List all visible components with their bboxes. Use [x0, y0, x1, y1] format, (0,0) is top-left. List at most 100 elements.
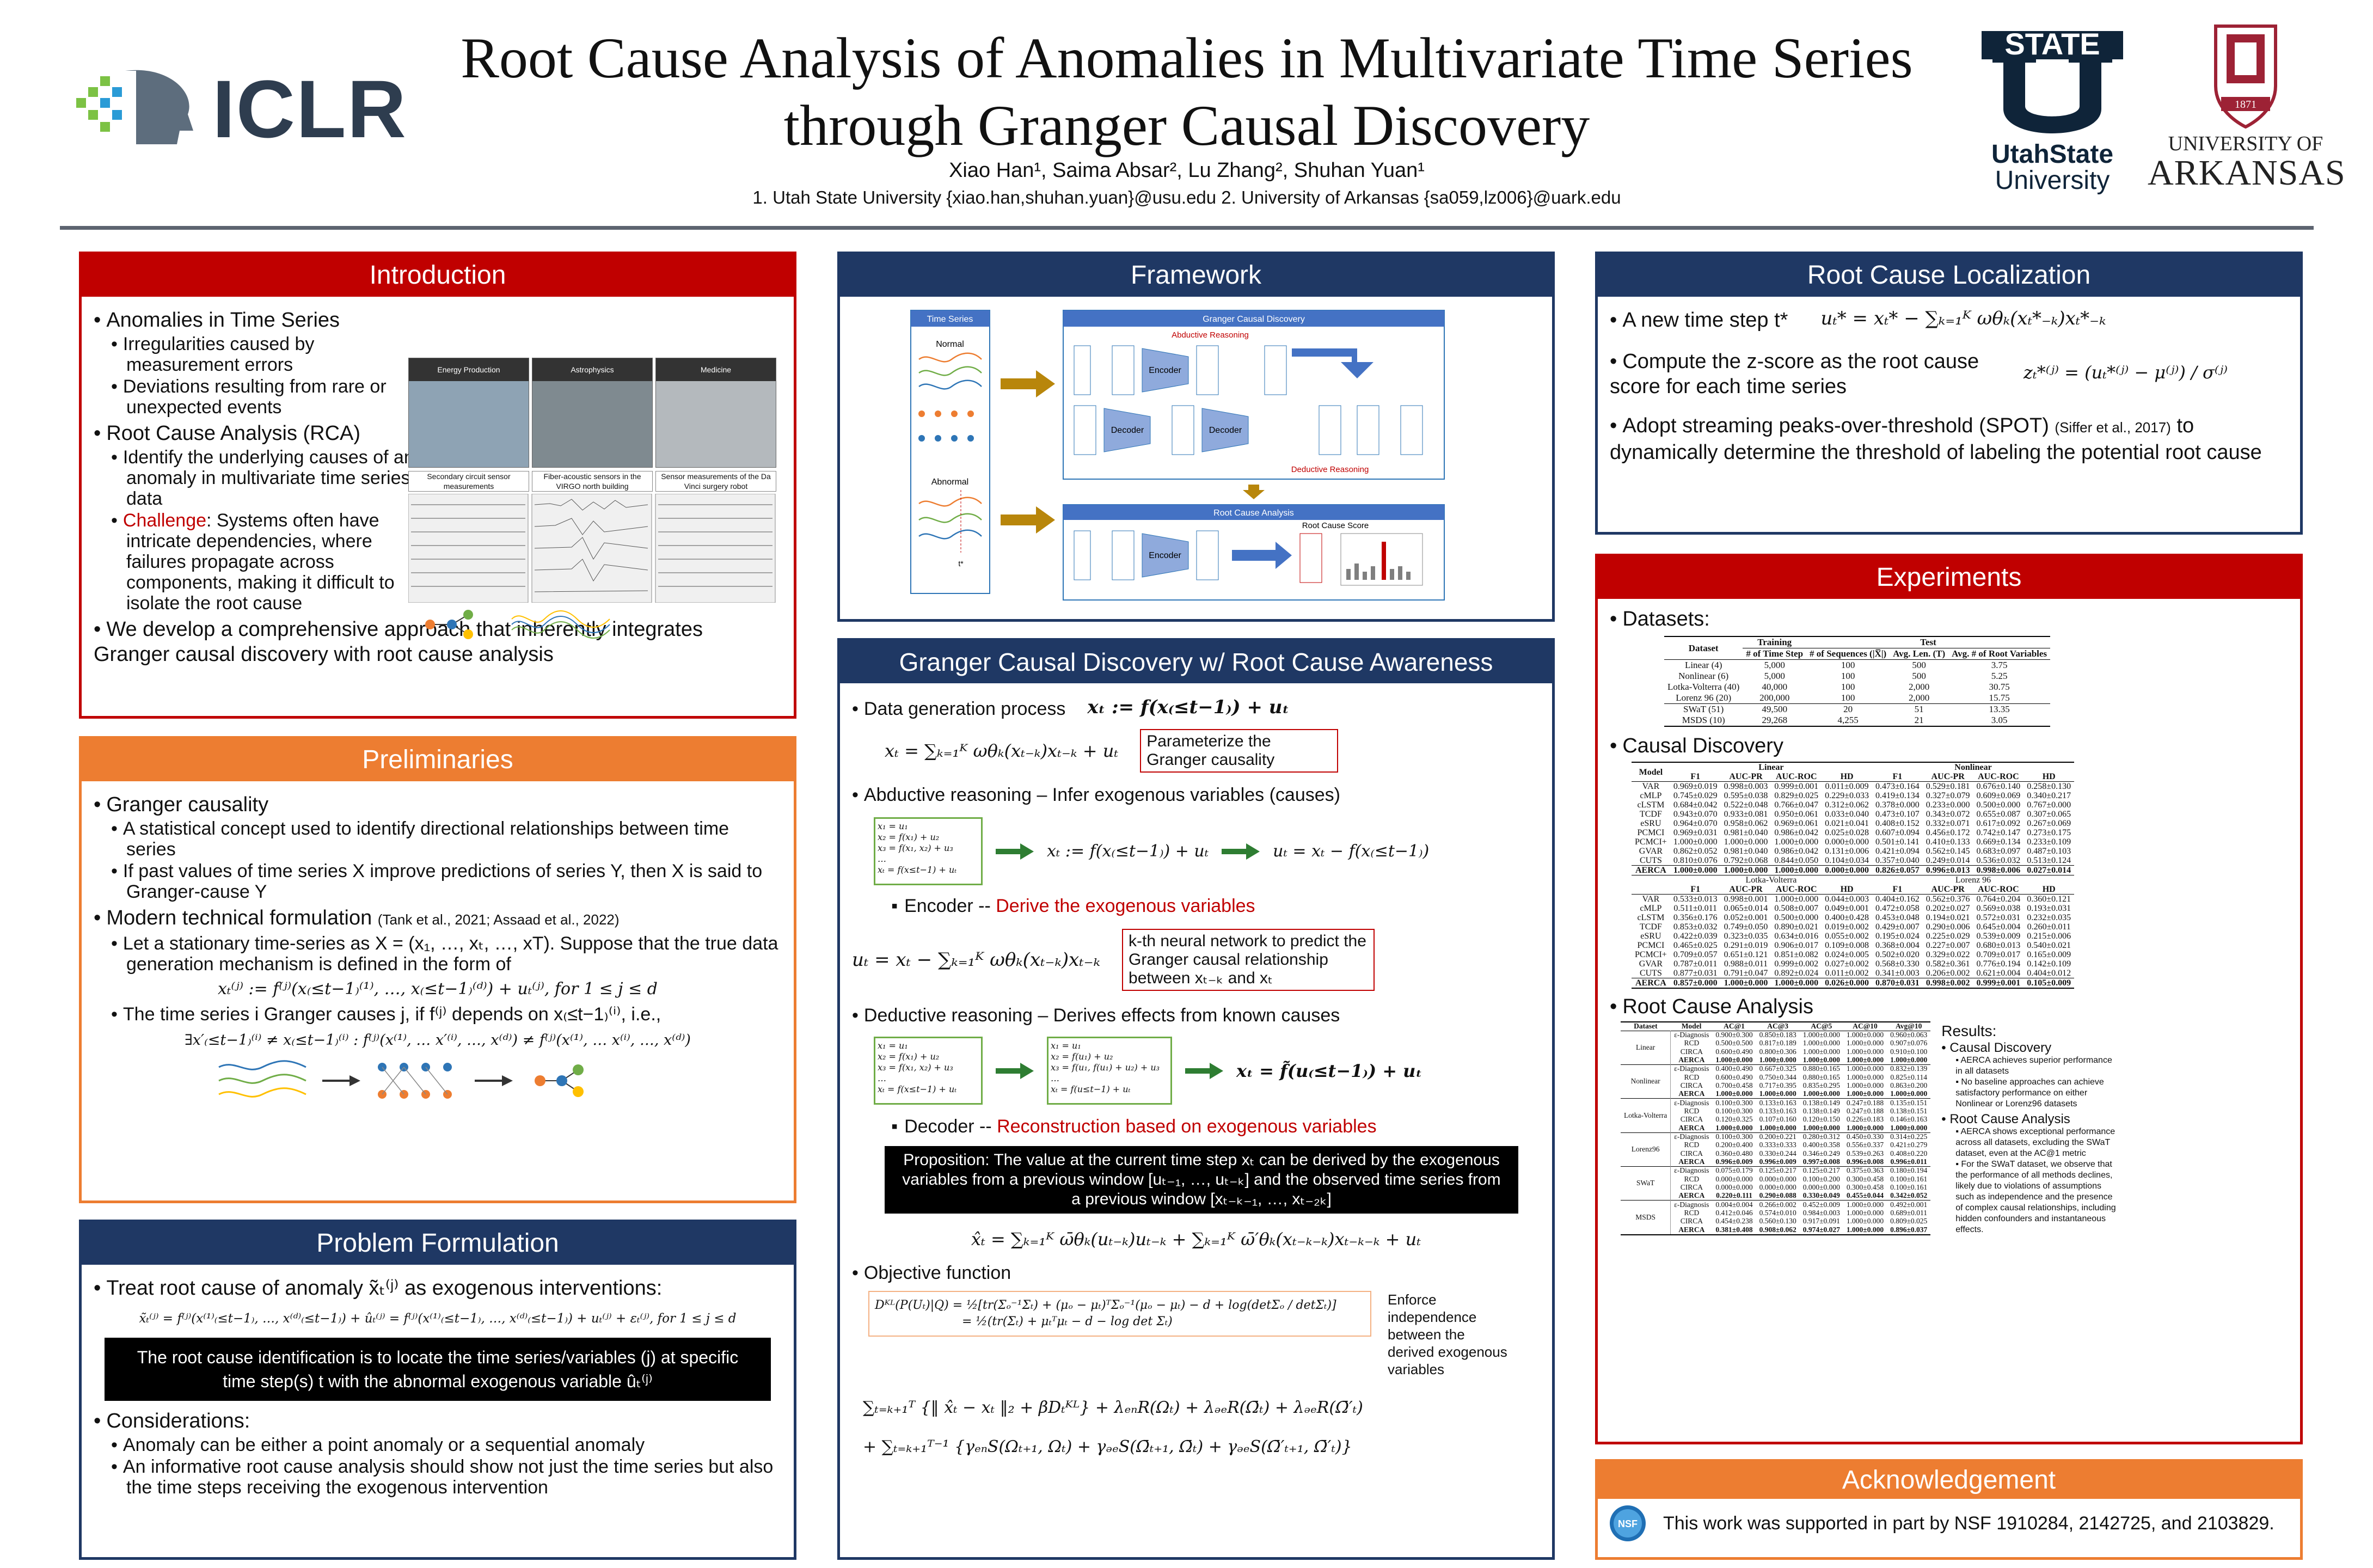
cd-cell: eSRU — [1640, 819, 1661, 828]
framework-title: Framework — [840, 254, 1552, 297]
rca-cell: AERCA — [1678, 1157, 1705, 1166]
cd-cell: 0.969±0.061 — [1774, 819, 1819, 828]
nsf-logo-icon: NSF — [1610, 1505, 1646, 1541]
fw-rca-label: Root Cause Analysis — [1213, 509, 1294, 518]
cd-cell: 0.981±0.040 — [1724, 847, 1768, 856]
rca-cell: 0.000±0.000 — [1759, 1174, 1796, 1183]
rca-row: CIRCA 0.000±0.000 0.000±0.000 0.000±0.000 0.… — [1621, 1183, 1930, 1192]
cd-cell: 0.776±0.194 — [1976, 959, 2021, 969]
ds-row: Nonlinear (6) 5,000 100 500 5.25 — [1664, 671, 2050, 682]
rcl-panel: Root Cause Localization A new time step … — [1595, 252, 2303, 535]
ds-col-header: Avg. Len. (T) — [1893, 648, 1946, 659]
rcl-b3-b: to dynamically determine the threshold o… — [1610, 414, 2262, 464]
cd-cell: TCDF — [1639, 810, 1662, 819]
rca-cell: 0.996±0.009 — [1715, 1157, 1753, 1166]
ds-cell: 40,000 — [1762, 682, 1788, 692]
rca-row: CIRCA 0.120±0.325 0.107±0.160 0.120±0.150 0.… — [1621, 1115, 1930, 1124]
cd-cell: 0.969±0.031 — [1673, 828, 1718, 837]
ds-cell: Linear (4) — [1684, 660, 1722, 670]
ds-cell: 15.75 — [1989, 693, 2010, 703]
rca-cell: 0.333±0.333 — [1759, 1141, 1796, 1149]
cd-cell: 0.323±0.035 — [1724, 932, 1768, 941]
cd-cell: 0.764±0.204 — [1976, 895, 2021, 904]
cd-cell: 0.877±0.031 — [1673, 969, 1718, 978]
cd-cell: 0.410±0.133 — [1926, 837, 1970, 847]
rca-cell: 1.000±0.000 — [1802, 1055, 1840, 1064]
rca-cell: 1.000±0.000 — [1846, 1200, 1884, 1209]
rca-cell: 0.500±0.500 — [1715, 1039, 1753, 1048]
rca-cell: 0.800±0.306 — [1759, 1047, 1796, 1056]
rca-cell: 0.133±0.163 — [1759, 1098, 1796, 1107]
cd-cell: 0.810±0.076 — [1673, 856, 1718, 865]
rca-table: Dataset Model AC@1 AC@3 AC@5 AC@10 Avg@10 Line… — [1621, 1021, 1931, 1235]
rcl-bullet-1: A new time step t* — [1610, 308, 1788, 333]
cd-col-header: AUC-PR — [1931, 885, 1965, 894]
fw-decoder-label-1: Decoder — [1111, 426, 1144, 435]
iclr-logo: ICLR — [65, 65, 446, 152]
rca-cell: 0.996±0.009 — [1759, 1157, 1796, 1166]
rca-cell: 0.832±0.139 — [1890, 1064, 1928, 1073]
cd-cell: 0.011±0.002 — [1825, 969, 1869, 978]
sensor-signal-plots — [408, 494, 776, 603]
datasets-table: Dataset Training Test # of Time Step # of S… — [1664, 636, 2051, 727]
cd-cell: 0.024±0.005 — [1825, 950, 1869, 959]
cd-th-model: Model — [1639, 767, 1663, 777]
cd-cell: VAR — [1642, 895, 1660, 904]
rca-cell: 0.412±0.046 — [1715, 1209, 1753, 1217]
cd-cell: 1.000±0.000 — [1774, 866, 1819, 875]
cd-cell: 0.529±0.181 — [1926, 782, 1970, 791]
rca-cell: RCD — [1684, 1039, 1700, 1048]
energy-caption: Secondary circuit sensor measurements — [408, 471, 529, 492]
rca-cell: 1.000±0.000 — [1715, 1123, 1753, 1132]
cd-cell: 0.027±0.002 — [1825, 959, 1869, 969]
ds-row: Linear (4) 5,000 100 500 3.75 — [1664, 660, 2050, 671]
rca-cell: 0.125±0.217 — [1802, 1166, 1840, 1175]
ds-cell: 5.25 — [1991, 671, 2008, 681]
gcd-dec-eq: x̂ₜ = ∑ₖ₌₁ᴷ ω̄θₖ(uₜ₋ₖ)uₜ₋ₖ + ∑ₖ₌₁ᴷ ω̄′θₖ… — [971, 1229, 1421, 1250]
cd-cell: 0.025±0.028 — [1825, 828, 1869, 837]
rca-cell: 0.574±0.010 — [1759, 1209, 1796, 1217]
cd-cell: 0.165±0.009 — [2027, 950, 2071, 959]
rca-cell: 1.000±0.000 — [1802, 1089, 1840, 1098]
rca-cell: CIRCA — [1680, 1217, 1703, 1226]
rca-cell: CIRCA — [1680, 1081, 1703, 1089]
rca-cell: CIRCA — [1680, 1149, 1703, 1157]
rca-cell: RCD — [1684, 1107, 1700, 1116]
cd-cell: 0.055±0.002 — [1825, 932, 1869, 941]
cd-cell: 0.998±0.003 — [1724, 782, 1768, 791]
cd-cell: 0.422±0.039 — [1673, 932, 1718, 941]
rca-cell: 0.600±0.490 — [1715, 1047, 1753, 1056]
uark-name-2: ARKANSAS — [2148, 153, 2346, 193]
cd-cell: 0.500±0.000 — [1976, 800, 2021, 810]
prelim-sub-stationary: Let a stationary time-series as X = (x₁,… — [123, 933, 782, 975]
rca-cell: 0.667±0.325 — [1759, 1064, 1796, 1073]
cd-row: PCMCI 0.969±0.031 0.981±0.040 0.986±0.042 0.… — [1632, 828, 2074, 837]
rca-dataset-cell: Lotka-Volterra — [1621, 1098, 1671, 1133]
cd-cell: 0.215±0.006 — [2027, 932, 2071, 941]
rca-cell: 0.450±0.330 — [1846, 1132, 1884, 1141]
cd-cell: 0.676±0.140 — [1976, 782, 2021, 791]
rca-cell: 1.000±0.000 — [1715, 1089, 1753, 1098]
cd-cell: 0.453±0.048 — [1875, 913, 1920, 922]
cd-cell: 0.193±0.031 — [2027, 904, 2071, 913]
cd-cell: 0.368±0.004 — [1875, 941, 1920, 950]
rca-cell: 0.984±0.003 — [1802, 1209, 1840, 1217]
cd-row: cLSTM 0.684±0.042 0.522±0.048 0.766±0.047 0.… — [1632, 800, 2074, 810]
rca-cell: 0.455±0.044 — [1846, 1191, 1884, 1200]
cd-cell: 0.651±0.121 — [1724, 950, 1768, 959]
rca-col-header: Model — [1681, 1022, 1702, 1030]
cd-cell: 0.290±0.006 — [1926, 922, 1970, 932]
rca-cell: RCD — [1684, 1073, 1700, 1081]
rca-cell: 0.539±0.263 — [1846, 1149, 1884, 1157]
ds-row: Lorenz 96 (20) 200,000 100 2,000 15.75 — [1664, 693, 2050, 704]
cd-cell: 0.572±0.031 — [1976, 913, 2021, 922]
cd-cell: 0.749±0.050 — [1724, 922, 1768, 932]
problem-panel: Problem Formulation Treat root cause of … — [79, 1220, 796, 1560]
rca-cell: 0.100±0.200 — [1802, 1174, 1840, 1183]
rca-cell: 0.004±0.004 — [1715, 1200, 1753, 1209]
cd-cell: 0.829±0.025 — [1774, 791, 1819, 800]
cd-cell: 0.501±0.141 — [1875, 837, 1920, 847]
cd-cell: 0.844±0.050 — [1774, 856, 1819, 865]
rca-cell: 0.381±0.408 — [1715, 1225, 1753, 1234]
title-line-1: Root Cause Analysis of Anomalies in Mult… — [461, 26, 1913, 90]
